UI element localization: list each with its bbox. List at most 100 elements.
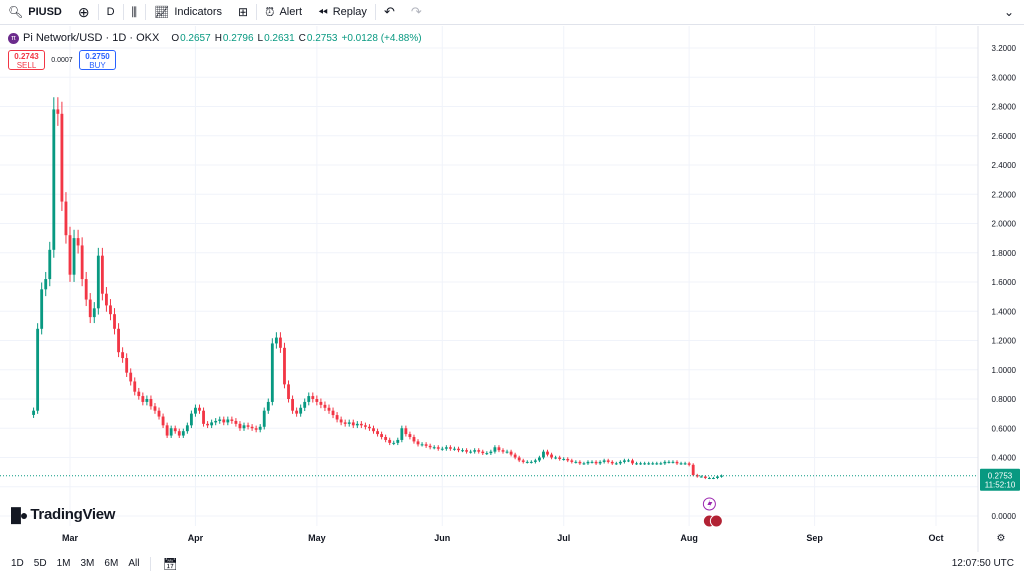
- candle: [639, 461, 643, 465]
- divider: [145, 4, 147, 20]
- redo-button[interactable]: ↷: [403, 0, 430, 25]
- candle: [647, 461, 651, 465]
- candle-body: [307, 396, 311, 402]
- candle: [651, 461, 655, 465]
- candle-body: [477, 450, 481, 452]
- more-button[interactable]: ⌄: [1004, 5, 1024, 19]
- candle-body: [283, 347, 286, 385]
- candle: [594, 460, 598, 465]
- grid: [0, 26, 978, 526]
- candle-body: [703, 476, 707, 478]
- alert-button[interactable]: ⏰︎ Alert: [257, 0, 310, 25]
- candle: [189, 410, 193, 429]
- candle: [198, 404, 201, 414]
- price-chart[interactable]: 3.2000 3.0000 2.8000 2.6000 2.4000 2.2000 2.00…: [0, 26, 1024, 552]
- candle: [347, 419, 351, 427]
- y-tick-label: 2.4000: [992, 161, 1017, 170]
- tradingview-logo[interactable]: █● TradingView: [11, 506, 115, 523]
- candle-body: [428, 445, 432, 448]
- candle-body: [181, 431, 185, 436]
- candle-body: [129, 372, 133, 382]
- candle-body: [622, 460, 626, 462]
- candle: [242, 422, 246, 431]
- close-label: C: [298, 32, 306, 44]
- candle: [517, 455, 521, 463]
- candle-body: [404, 428, 408, 435]
- sell-button[interactable]: 0.2743 SELL: [8, 50, 45, 70]
- candle-body: [659, 463, 663, 465]
- candle: [558, 455, 562, 461]
- candle-body: [214, 420, 218, 423]
- candle: [88, 293, 92, 324]
- x-tick-label: Jun: [434, 533, 450, 543]
- range-6m[interactable]: 6M: [104, 558, 119, 569]
- range-1d[interactable]: 1D: [11, 558, 24, 569]
- candle: [493, 445, 497, 454]
- candle: [60, 101, 64, 211]
- y-tick-label: 0.8000: [992, 395, 1017, 404]
- candle: [396, 437, 400, 446]
- goto-date-button[interactable]: 📅︎: [157, 557, 182, 571]
- range-1m[interactable]: 1M: [56, 558, 71, 569]
- candle-body: [149, 399, 153, 407]
- candle-body: [60, 113, 64, 202]
- candles: [32, 97, 723, 480]
- sell-price: 0.2743: [14, 52, 39, 61]
- candle-body: [48, 249, 52, 280]
- candle: [92, 302, 96, 324]
- compare-button[interactable]: ⊕: [70, 0, 98, 25]
- candle: [279, 332, 282, 353]
- candle: [602, 458, 606, 464]
- change-value: +0.0128 (+4.88%): [341, 32, 422, 44]
- indicators-button[interactable]: 📈︎ Indicators: [146, 0, 230, 25]
- divider: [374, 4, 376, 20]
- undo-button[interactable]: ↶: [376, 0, 403, 25]
- settings-gear-icon[interactable]: ⚙: [997, 533, 1006, 544]
- candle-body: [695, 475, 699, 477]
- candle: [84, 271, 88, 307]
- event-marker[interactable]: [702, 497, 716, 511]
- candle-body: [331, 410, 335, 416]
- candle-body: [165, 425, 169, 436]
- candle-body: [52, 109, 56, 250]
- candle-body: [586, 461, 590, 464]
- candle: [384, 434, 388, 443]
- symbol-search[interactable]: 🔍︎ PIUSD: [0, 0, 70, 25]
- candle-body: [303, 401, 307, 408]
- candle-body: [335, 415, 339, 420]
- range-all[interactable]: All: [128, 558, 140, 569]
- candle: [68, 226, 72, 282]
- economic-event-marker[interactable]: [702, 514, 723, 528]
- candle-body: [92, 308, 96, 318]
- replay-button[interactable]: ⏪︎ Replay: [310, 0, 375, 25]
- candle-body: [194, 407, 197, 414]
- candle: [246, 422, 250, 430]
- candle-body: [517, 457, 521, 461]
- candle: [400, 425, 404, 443]
- candle: [254, 425, 258, 433]
- range-3m[interactable]: 3M: [80, 558, 95, 569]
- candle: [562, 457, 566, 461]
- y-tick-label: 1.8000: [992, 249, 1017, 258]
- candle: [226, 416, 230, 426]
- layouts-button[interactable]: ⊞: [230, 0, 256, 25]
- range-5d[interactable]: 5D: [33, 558, 47, 569]
- candle-body: [96, 255, 100, 309]
- candle: [412, 434, 416, 444]
- utc-clock[interactable]: 12:07:50 UTC: [951, 558, 1014, 569]
- candle: [465, 448, 468, 454]
- candle: [230, 416, 234, 424]
- candle-body: [279, 337, 282, 348]
- last-price-label: 0.2753: [988, 472, 1013, 481]
- y-tick-label: 0.4000: [992, 454, 1017, 463]
- candle: [274, 332, 278, 349]
- buy-button[interactable]: 0.2750 BUY: [79, 50, 116, 70]
- high-value: 0.2796: [222, 32, 254, 44]
- candle: [125, 353, 129, 377]
- interval-button[interactable]: D: [99, 0, 123, 25]
- chart-type-button[interactable]: ⫼: [124, 0, 146, 25]
- candle: [614, 461, 618, 465]
- candle-body: [117, 328, 120, 353]
- alarm-clock-icon: ⏰︎: [265, 5, 275, 19]
- candle: [177, 428, 181, 438]
